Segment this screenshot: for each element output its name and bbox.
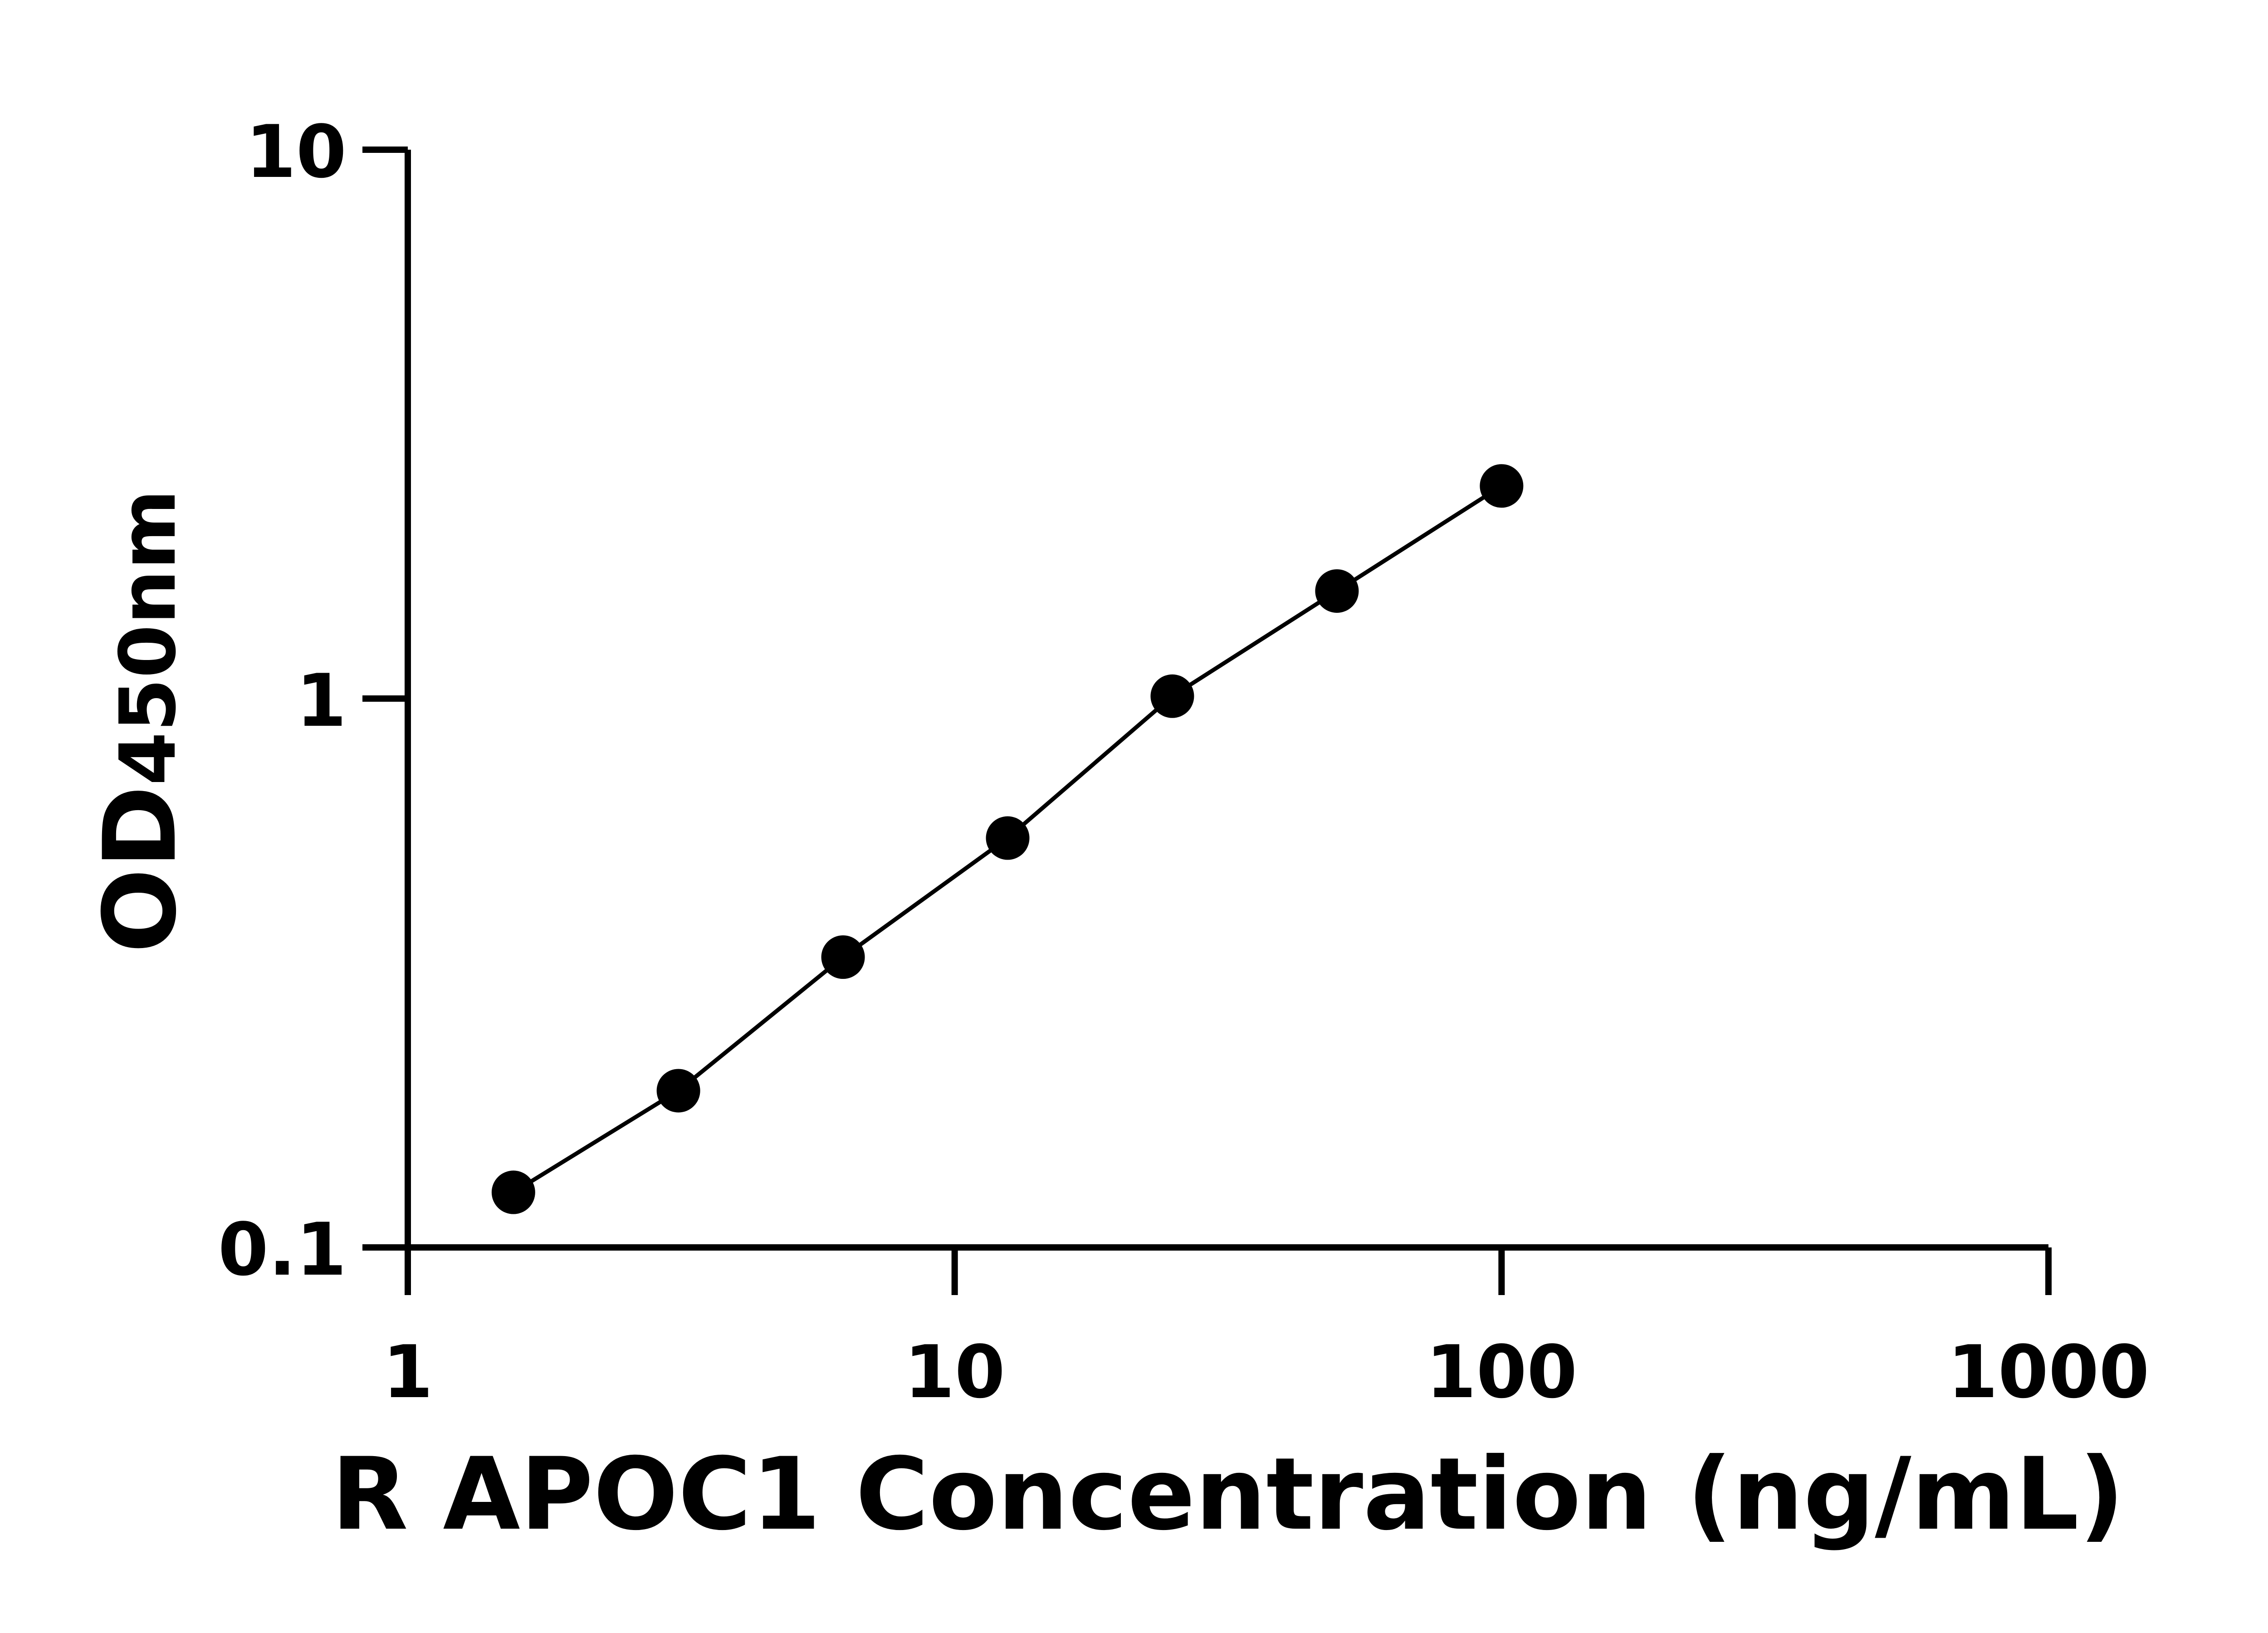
data-point [821,935,865,979]
y-axis-label-main: OD [82,786,198,953]
data-point [986,816,1030,860]
x-tick-label: 100 [1426,1330,1577,1414]
data-point [491,1170,535,1214]
data-point [1315,569,1359,613]
x-tick-label: 10 [904,1330,1005,1414]
x-axis-label: R APOC1 Concentration (ng/mL) [331,1436,2124,1552]
x-tick-label: 1000 [1947,1330,2149,1414]
x-tick-label: 1 [382,1330,433,1414]
y-axis-label-sub: 450nm [103,489,193,786]
data-point [1150,674,1194,718]
y-tick-label: 1 [296,658,347,743]
y-tick-label: 0.1 [218,1207,347,1292]
data-point [656,1069,700,1113]
y-tick-label: 10 [245,109,347,194]
y-axis-label: OD450nm [82,489,198,953]
data-point [1480,464,1524,508]
